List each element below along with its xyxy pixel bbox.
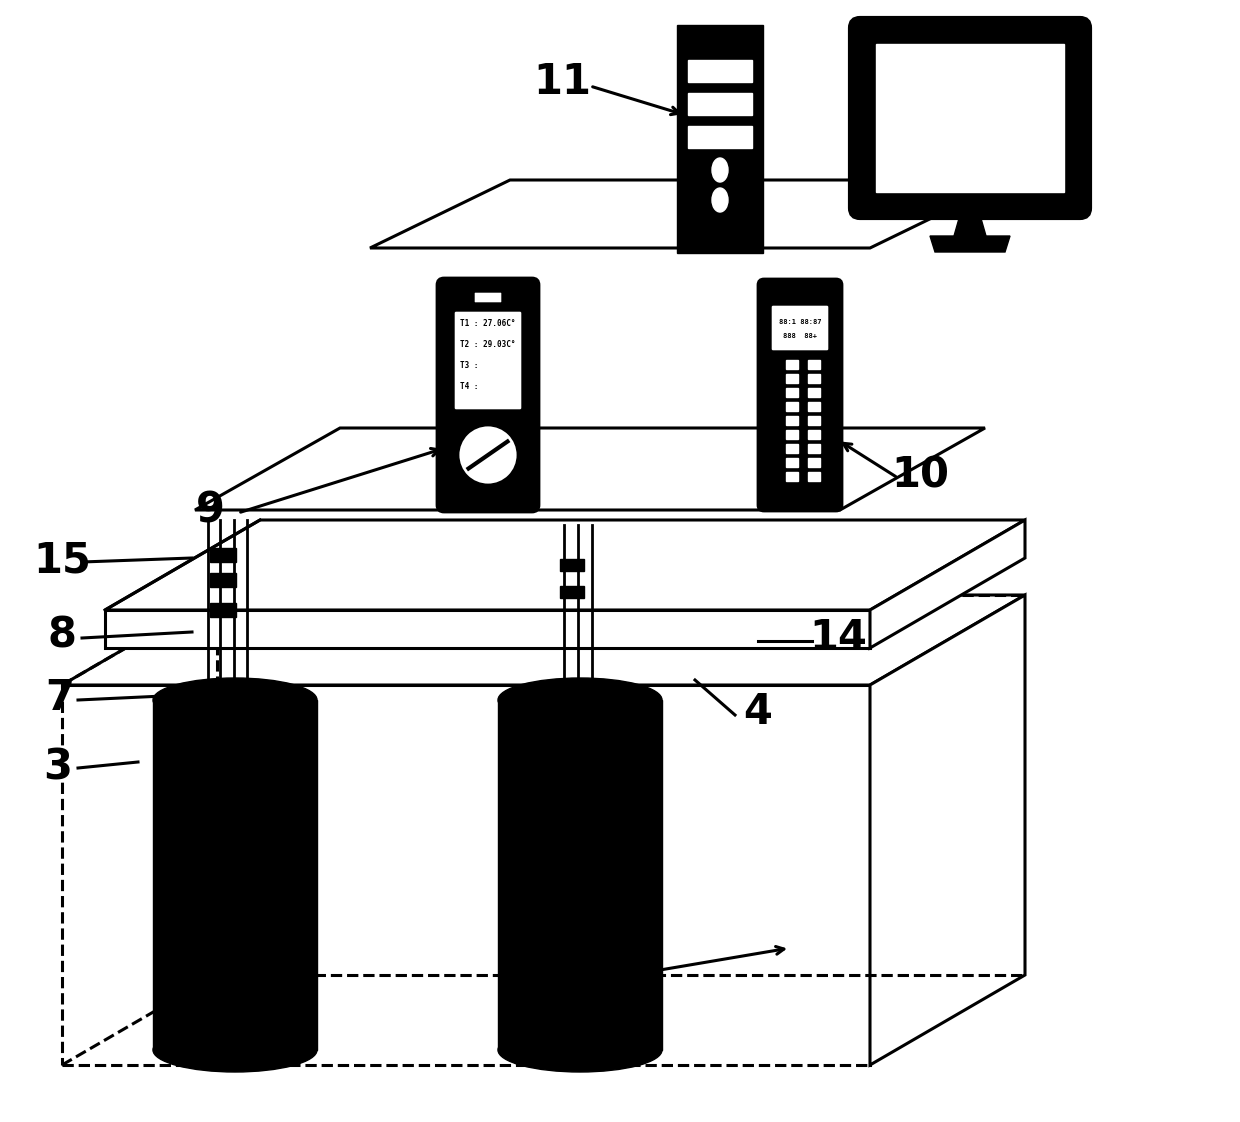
FancyBboxPatch shape bbox=[849, 18, 1090, 218]
FancyBboxPatch shape bbox=[454, 311, 522, 410]
Polygon shape bbox=[954, 208, 986, 236]
Polygon shape bbox=[786, 402, 799, 411]
Polygon shape bbox=[808, 416, 820, 425]
Polygon shape bbox=[560, 586, 584, 598]
Polygon shape bbox=[210, 548, 236, 562]
Polygon shape bbox=[688, 59, 751, 82]
Polygon shape bbox=[560, 559, 584, 571]
Ellipse shape bbox=[712, 188, 728, 212]
Text: 11: 11 bbox=[533, 61, 591, 103]
Polygon shape bbox=[875, 44, 1064, 192]
Text: T4 :: T4 : bbox=[460, 381, 479, 390]
Polygon shape bbox=[786, 374, 799, 383]
Polygon shape bbox=[370, 180, 1011, 248]
FancyBboxPatch shape bbox=[436, 278, 539, 512]
Polygon shape bbox=[930, 236, 1011, 252]
Polygon shape bbox=[105, 519, 1025, 610]
Polygon shape bbox=[870, 595, 1025, 1065]
Polygon shape bbox=[688, 126, 751, 148]
FancyBboxPatch shape bbox=[771, 305, 830, 351]
Text: 15: 15 bbox=[33, 539, 91, 581]
Polygon shape bbox=[786, 458, 799, 467]
Text: T2 : 29.03C°: T2 : 29.03C° bbox=[460, 340, 516, 349]
Text: T1 : 27.06C°: T1 : 27.06C° bbox=[460, 319, 516, 328]
Polygon shape bbox=[786, 430, 799, 439]
Polygon shape bbox=[210, 603, 236, 617]
Polygon shape bbox=[808, 360, 820, 369]
Polygon shape bbox=[808, 444, 820, 453]
Text: 9: 9 bbox=[196, 489, 224, 531]
Polygon shape bbox=[808, 472, 820, 481]
Text: 3: 3 bbox=[43, 747, 72, 789]
Text: 7: 7 bbox=[46, 677, 74, 719]
Text: 8: 8 bbox=[47, 614, 77, 656]
Text: 88:1 88:87: 88:1 88:87 bbox=[779, 319, 821, 325]
Text: 1: 1 bbox=[625, 954, 655, 996]
Ellipse shape bbox=[458, 425, 518, 485]
FancyBboxPatch shape bbox=[758, 279, 842, 511]
Polygon shape bbox=[677, 25, 763, 252]
Polygon shape bbox=[786, 416, 799, 425]
Polygon shape bbox=[786, 444, 799, 453]
Polygon shape bbox=[195, 427, 985, 511]
Polygon shape bbox=[808, 388, 820, 397]
Polygon shape bbox=[808, 458, 820, 467]
Text: 14: 14 bbox=[808, 617, 867, 659]
Polygon shape bbox=[105, 610, 870, 649]
Polygon shape bbox=[786, 388, 799, 397]
Polygon shape bbox=[786, 472, 799, 481]
Polygon shape bbox=[870, 519, 1025, 649]
Polygon shape bbox=[786, 360, 799, 369]
Ellipse shape bbox=[153, 1028, 317, 1072]
Polygon shape bbox=[153, 700, 317, 1050]
Ellipse shape bbox=[153, 678, 317, 721]
Polygon shape bbox=[498, 700, 662, 1050]
Text: 10: 10 bbox=[892, 454, 949, 496]
Ellipse shape bbox=[498, 678, 662, 721]
Polygon shape bbox=[688, 93, 751, 114]
Polygon shape bbox=[210, 573, 236, 587]
Text: 4: 4 bbox=[744, 691, 773, 733]
Polygon shape bbox=[808, 402, 820, 411]
Polygon shape bbox=[62, 595, 1025, 686]
Text: 888  88+: 888 88+ bbox=[782, 333, 817, 339]
Ellipse shape bbox=[498, 1028, 662, 1072]
Polygon shape bbox=[808, 374, 820, 383]
Ellipse shape bbox=[712, 158, 728, 182]
FancyBboxPatch shape bbox=[474, 292, 502, 303]
Polygon shape bbox=[808, 430, 820, 439]
Text: T3 :: T3 : bbox=[460, 361, 479, 370]
